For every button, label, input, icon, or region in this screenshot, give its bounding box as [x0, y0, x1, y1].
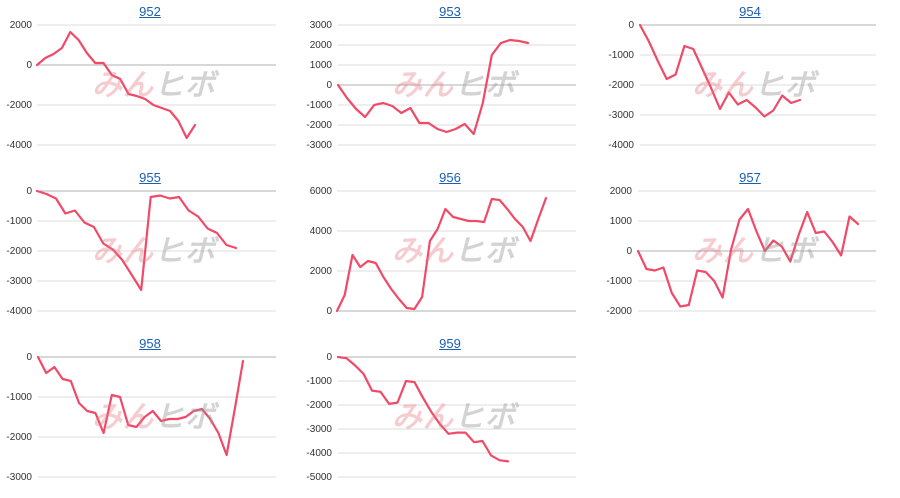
y-tick-label: -4000 [6, 306, 32, 317]
y-tick-label: 1000 [610, 216, 633, 227]
data-series-line [636, 207, 860, 308]
chart-title-link[interactable]: 955 [139, 170, 161, 185]
y-tick-label: 0 [326, 80, 332, 91]
chart-svg: 6000 4000 2000 0 [310, 186, 576, 317]
data-series-line [336, 38, 530, 136]
y-tick-label: -3000 [6, 276, 32, 287]
chart-panel-955: 955 0 -1000 -2000 -3000 -4000 [0, 166, 300, 332]
y-tick-label: -1000 [306, 376, 332, 387]
y-tick-label: -3000 [608, 110, 634, 121]
chart-svg: 0 -1000 -2000 -3000 -4000 [608, 20, 876, 151]
chart-panel-957: 957 2000 1000 0 -1000 -2000 [600, 166, 900, 332]
y-tick-label: -2000 [6, 100, 32, 111]
chart-title-link[interactable]: 953 [439, 4, 461, 19]
chart-panel-958: 958 0 -1000 -2000 -3000 [0, 332, 300, 498]
chart-title-link[interactable]: 957 [739, 170, 761, 185]
chart-panel-959: 959 0 -1000 -2000 -3000 -4000 -5000 [300, 332, 600, 498]
chart-title-link[interactable]: 959 [439, 336, 461, 351]
y-tick-label: 2000 [10, 20, 33, 31]
chart-svg: 0 -1000 -2000 -3000 -4000 -5000 [306, 352, 576, 483]
y-tick-label: -4000 [6, 140, 32, 151]
chart-panel-952: 952 2000 0 -2000 -4000 [0, 0, 300, 166]
y-tick-label: 0 [26, 352, 32, 363]
chart-title-link[interactable]: 952 [139, 4, 161, 19]
y-tick-label: -3000 [306, 424, 332, 435]
y-tick-label: 0 [628, 20, 634, 31]
y-tick-label: -1000 [6, 216, 32, 227]
y-tick-label: -2000 [306, 400, 332, 411]
y-tick-label: -1000 [608, 50, 634, 61]
chart-svg: 0 -1000 -2000 -3000 [6, 352, 276, 483]
y-tick-label: 3000 [310, 20, 333, 31]
data-series-line [638, 23, 802, 118]
y-tick-label: 6000 [310, 186, 333, 197]
data-series-line [35, 30, 197, 140]
data-series-line [36, 355, 245, 457]
y-tick-label: -2000 [306, 120, 332, 131]
chart-title-link[interactable]: 956 [439, 170, 461, 185]
y-tick-label: -5000 [306, 472, 332, 483]
y-tick-label: -2000 [608, 80, 634, 91]
y-tick-label: 2000 [610, 186, 633, 197]
chart-svg: 2000 1000 0 -1000 -2000 [606, 186, 876, 317]
y-tick-label: -3000 [6, 472, 32, 483]
y-tick-label: -1000 [6, 392, 32, 403]
y-tick-label: 4000 [310, 226, 333, 237]
chart-panel-954: 954 0 -1000 -2000 -3000 -4000 [600, 0, 900, 166]
data-series-line [35, 189, 238, 292]
y-tick-label: 0 [326, 352, 332, 363]
data-series-line [336, 355, 510, 463]
y-tick-label: 1000 [310, 60, 333, 71]
y-tick-label: 0 [26, 60, 32, 71]
chart-svg: 2000 0 -2000 -4000 [6, 20, 276, 151]
y-tick-label: 2000 [310, 40, 333, 51]
y-tick-label: -3000 [306, 140, 332, 151]
y-tick-label: 2000 [310, 266, 333, 277]
y-tick-label: 0 [326, 306, 332, 317]
chart-svg: 0 -1000 -2000 -3000 -4000 [6, 186, 276, 317]
chart-title-link[interactable]: 958 [139, 336, 161, 351]
chart-panel-956: 956 6000 4000 2000 0 [300, 166, 600, 332]
y-tick-label: -1000 [306, 100, 332, 111]
y-tick-label: -4000 [306, 448, 332, 459]
y-tick-label: -1000 [606, 276, 632, 287]
chart-panel-953: 953 3000 2000 1000 0 -1000 -2000 -3000 [300, 0, 600, 166]
y-tick-label: -4000 [608, 140, 634, 151]
chart-svg: 3000 2000 1000 0 -1000 -2000 -3000 [306, 20, 576, 151]
data-series-line [335, 196, 548, 313]
y-tick-label: 0 [26, 186, 32, 197]
y-tick-label: -2000 [606, 306, 632, 317]
y-tick-label: 0 [626, 246, 632, 257]
y-tick-label: -2000 [6, 246, 32, 257]
y-tick-label: -2000 [6, 432, 32, 443]
chart-title-link[interactable]: 954 [739, 4, 761, 19]
